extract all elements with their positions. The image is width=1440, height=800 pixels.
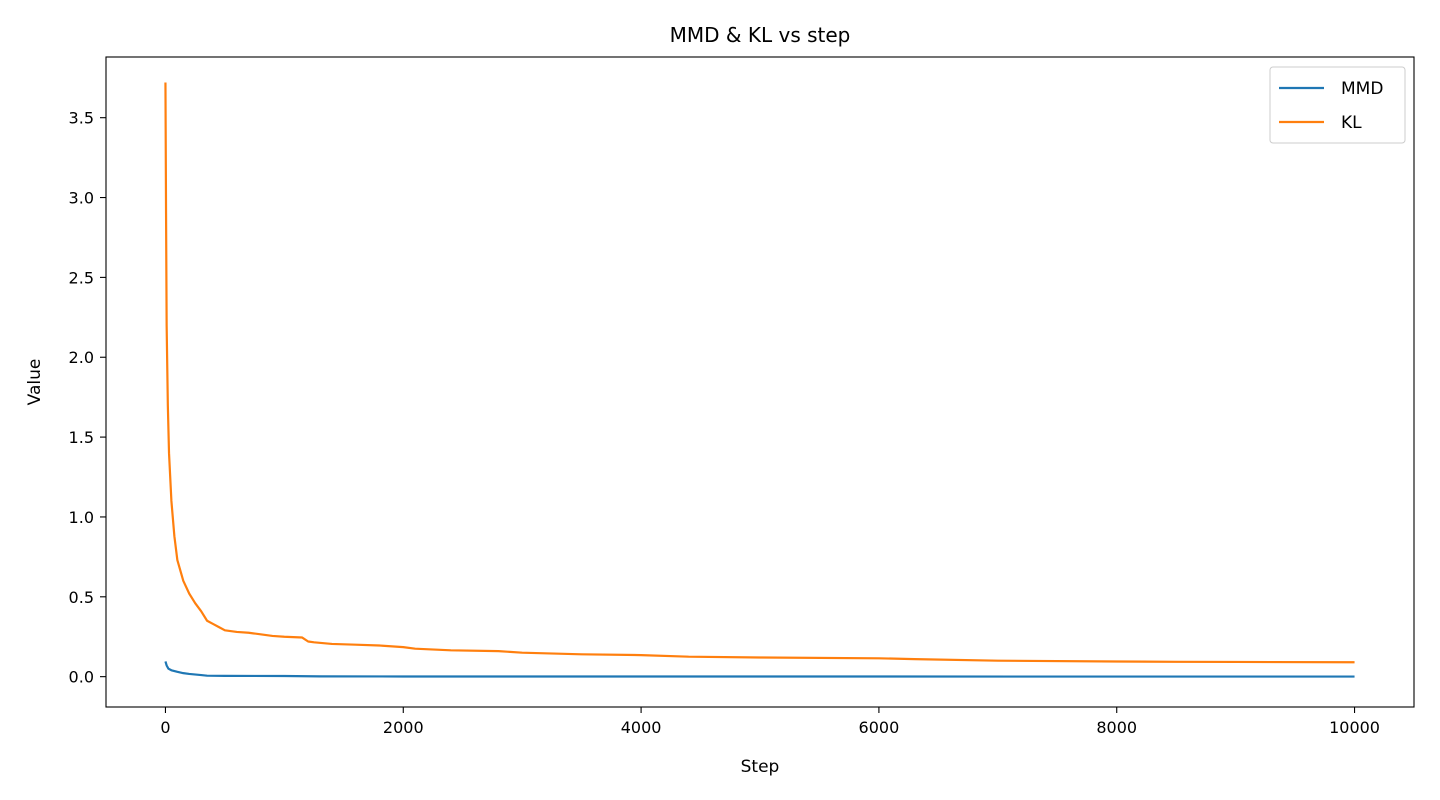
x-tick-label: 10000 xyxy=(1329,718,1380,737)
series-line-mmd xyxy=(164,661,1355,678)
legend: MMD KL xyxy=(1269,66,1406,144)
y-axis-label: Value xyxy=(25,359,45,406)
x-tick-label: 4000 xyxy=(621,718,662,737)
y-tick-label: 0.0 xyxy=(69,668,94,687)
y-tick-label: 0.5 xyxy=(69,588,94,607)
y-tick-label: 1.0 xyxy=(69,508,94,527)
chart-title: MMD & KL vs step xyxy=(670,23,851,47)
legend-label-mmd: MMD xyxy=(1341,79,1383,99)
y-tick-label: 3.0 xyxy=(69,189,94,208)
x-axis-label: Step xyxy=(741,757,780,777)
series-line-kl xyxy=(164,82,1355,664)
legend-label-kl: KL xyxy=(1341,113,1362,133)
y-tick-label: 2.0 xyxy=(69,348,94,367)
axes: 0 2000 4000 6000 8000 10000 0.0 0.5 1.0 1.5 2.0 2.5… xyxy=(69,56,1415,737)
axes-frame xyxy=(105,56,1415,708)
x-tick-label: 6000 xyxy=(859,718,900,737)
legend-box xyxy=(1269,66,1406,144)
plot-area xyxy=(164,82,1355,678)
x-tick-label: 8000 xyxy=(1096,718,1137,737)
y-tick-label: 3.5 xyxy=(69,109,94,128)
x-tick-label: 0 xyxy=(160,718,170,737)
y-tick-label: 1.5 xyxy=(69,428,94,447)
x-tick-label: 2000 xyxy=(383,718,424,737)
y-tick-label: 2.5 xyxy=(69,268,94,287)
